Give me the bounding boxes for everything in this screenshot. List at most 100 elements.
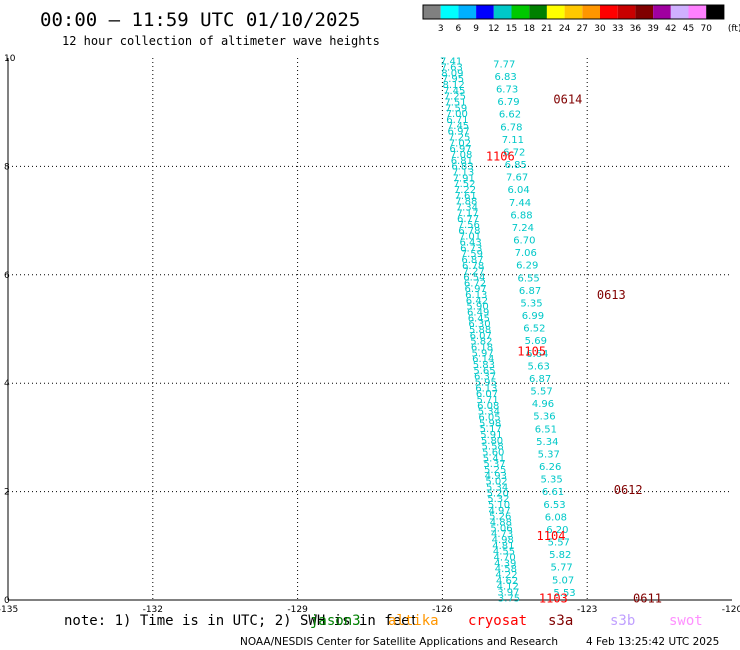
wave-height-point: 5.57 — [548, 538, 570, 549]
wave-height-point: 5.95 — [475, 377, 497, 388]
wave-height-point: 5.34 — [486, 482, 508, 493]
wave-height-point: 6.73 — [496, 85, 518, 96]
wave-height-point: 5.97 — [471, 348, 493, 359]
wave-height-point: 7.01 — [459, 232, 481, 243]
wave-height-point: 6.83 — [495, 72, 517, 83]
wave-height-point: 6.30 — [468, 319, 490, 330]
x-tick-label: -135 — [0, 605, 18, 615]
wave-height-point: 6.81 — [451, 156, 473, 167]
wave-height-point: 6.26 — [539, 462, 561, 473]
axis-tick-labels: -135 -132 -129 -126 -123 -120 0 2 4 6 8 10 — [0, 54, 740, 615]
colorbar-swatch — [458, 5, 477, 19]
footer-credit: NOAA/NESDIS Center for Satellite Applica… — [240, 636, 558, 648]
wave-height-point: 7.41 — [440, 57, 462, 68]
colorbar-label: 18 — [523, 24, 535, 34]
wave-height-point: 7.13 — [452, 168, 474, 179]
wave-height-point: 6.87 — [529, 374, 551, 385]
wave-height-point: 5.34 — [536, 437, 558, 448]
wave-height-point: 6.51 — [535, 424, 557, 435]
wave-height-point: 6.13 — [475, 383, 497, 394]
wave-height-point: 4.70 — [493, 552, 515, 563]
wave-height-point: 4.93 — [485, 471, 507, 482]
wave-height-point: 6.07 — [470, 331, 492, 342]
y-tick-label: 8 — [4, 162, 10, 172]
wave-height-point: 6.52 — [523, 324, 545, 335]
wave-height-point: 7.59 — [461, 249, 483, 260]
wave-height-point: 3.75 — [498, 593, 520, 604]
wave-height-point: 4.55 — [493, 547, 515, 558]
wave-height-point: 5.69 — [525, 336, 547, 347]
wave-height-point: 6.18 — [471, 342, 493, 353]
wave-height-point: 7.25 — [444, 92, 466, 103]
satellite-legend: jason3 altika cryosat s3a s3b swot — [310, 613, 703, 629]
colorbar-unit: (ft) — [728, 24, 740, 34]
wave-height-point: 5.26 — [489, 512, 511, 523]
wave-height-point: 7.06 — [515, 248, 537, 259]
wave-height-point: 7.02 — [449, 138, 471, 149]
wave-height-point: 6.53 — [543, 500, 565, 511]
wave-height-point: 7.61 — [454, 191, 476, 202]
colorbar-swatch — [670, 5, 689, 19]
colorbar-label: 6 — [456, 24, 462, 34]
wave-height-point: 6.55 — [518, 273, 540, 284]
wave-height-point: 6.83 — [451, 162, 473, 173]
wave-height-point: 7.51 — [444, 98, 466, 109]
colorbar-label: 70 — [700, 24, 712, 34]
legend-item-cryosat: cryosat — [468, 613, 527, 629]
y-tick-label: 2 — [4, 488, 10, 498]
wave-height-point: 6.79 — [497, 97, 519, 108]
colorbar-swatch — [564, 5, 583, 19]
wave-height-point: 4.39 — [494, 558, 516, 569]
y-tick-label: 6 — [4, 271, 10, 281]
y-tick-label: 0 — [4, 596, 10, 606]
track-label: 1105 — [517, 345, 546, 359]
wave-height-point: 7.45 — [447, 121, 469, 132]
wave-height-point: 6.61 — [542, 487, 564, 498]
wave-height-point: 5.41 — [483, 453, 505, 464]
wave-height-point: 7.34 — [456, 203, 478, 214]
track-label: 0611 — [633, 591, 662, 605]
wave-height-point: 7.63 — [441, 63, 463, 74]
wave-height-point: 6.99 — [522, 311, 544, 322]
x-tick-label: -129 — [287, 605, 308, 615]
wave-height-point: 6.43 — [460, 238, 482, 249]
track-label: 0612 — [614, 483, 643, 497]
wave-height-point: 6.14 — [472, 354, 494, 365]
legend-item-jason3: jason3 — [310, 613, 361, 629]
wave-height-point: 7.77 — [493, 59, 515, 70]
wave-height-point: 4.96 — [532, 399, 554, 410]
colorbar-border — [422, 4, 725, 20]
track-label: 0613 — [597, 288, 626, 302]
wave-height-point: 7.44 — [509, 198, 531, 209]
colorbar-swatch — [529, 5, 547, 19]
wave-height-point: 5.57 — [530, 387, 552, 398]
track-label: 1103 — [539, 591, 568, 605]
grid-lines — [8, 58, 732, 600]
colorbar-label: 27 — [577, 24, 588, 34]
wave-height-point: 7.25 — [448, 133, 470, 144]
wave-height-point: 5.36 — [533, 412, 555, 423]
wave-height-point: 6.97 — [449, 144, 471, 155]
wave-height-point: 7.22 — [454, 185, 476, 196]
wave-height-point: 6.54 — [463, 273, 485, 284]
wave-height-point: 6.05 — [478, 412, 500, 423]
wave-height-point: 6.72 — [464, 278, 486, 289]
footer-note: note: 1) Time is in UTC; 2) SWH is in fe… — [64, 613, 418, 629]
wave-height-point: 5.91 — [480, 430, 502, 441]
wave-height-point: 5.60 — [482, 447, 504, 458]
wave-height-point: 6.08 — [477, 401, 499, 412]
wave-height-point: 7.08 — [450, 150, 472, 161]
wave-height-point: 5.20 — [487, 488, 509, 499]
wave-height-point: 6.97 — [448, 127, 470, 138]
colorbar-swatch — [653, 5, 671, 19]
wave-height-point: 5.32 — [487, 494, 509, 505]
wave-height-point: 5.82 — [549, 550, 571, 561]
wave-height-point: 8.12 — [443, 80, 465, 91]
wave-height-point: 5.88 — [469, 325, 491, 336]
wave-height-point: 5.07 — [552, 575, 574, 586]
wave-height-point: 5.53 — [553, 588, 575, 599]
x-tick-label: -120 — [722, 605, 740, 615]
wave-height-point: 6.78 — [500, 122, 522, 133]
